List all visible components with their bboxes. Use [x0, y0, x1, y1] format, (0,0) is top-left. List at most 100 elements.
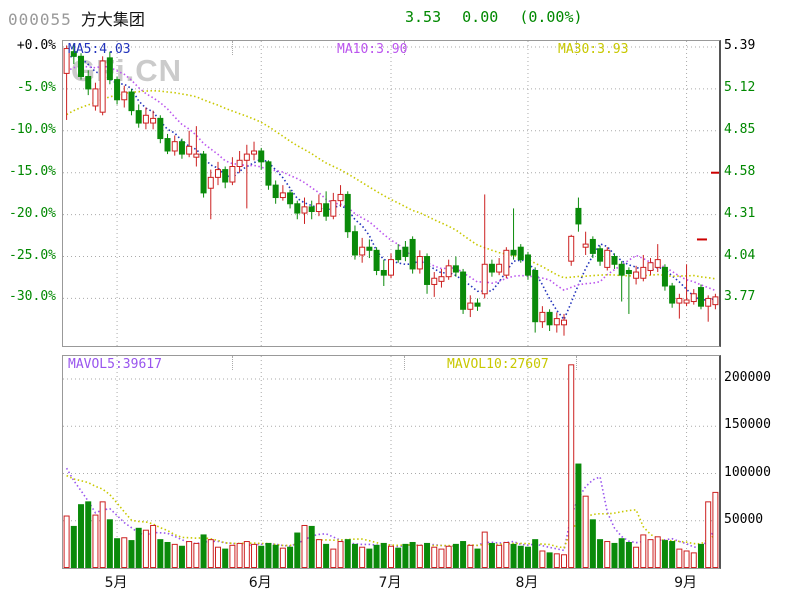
candle-body: [690, 293, 697, 303]
candle-body: [697, 287, 704, 307]
volume-bar: [272, 544, 279, 568]
candle-body: [186, 145, 193, 155]
volume-bar: [323, 543, 330, 568]
price-axis-percent-label: -25.0%: [9, 247, 56, 263]
volume-bar: [575, 463, 582, 568]
candle-body: [712, 296, 719, 306]
candle-body: [78, 55, 85, 77]
volume-bar: [366, 548, 373, 568]
volume-bar: [171, 543, 178, 568]
candle-body: [676, 297, 683, 304]
volume-bar: [78, 504, 85, 568]
volume-bar: [359, 546, 366, 568]
candle-body: [517, 246, 524, 261]
ma5-line: [66, 54, 716, 322]
candle-body: [431, 277, 438, 285]
volume-bar: [503, 541, 510, 568]
candle-body: [589, 238, 596, 254]
candle-body: [568, 235, 575, 262]
volume-bar: [445, 545, 452, 568]
price-chart-canvas[interactable]: [63, 41, 719, 346]
candle-body: [510, 249, 517, 256]
candle-body: [625, 269, 632, 275]
price-axis-percent-label: -15.0%: [9, 163, 56, 179]
volume-bar: [669, 541, 676, 568]
legend-separator: [232, 41, 233, 55]
candle-body: [344, 193, 351, 233]
volume-bar: [539, 550, 546, 568]
volume-bar: [597, 539, 604, 568]
volume-bar: [344, 539, 351, 568]
price-change: 0.00: [462, 8, 499, 26]
volume-bar: [222, 548, 229, 568]
candle-body: [553, 318, 560, 326]
volume-bar: [424, 542, 431, 568]
candle-body: [661, 266, 668, 287]
candle-body: [157, 117, 164, 140]
volume-bar: [186, 541, 193, 568]
volume-bar: [214, 546, 221, 568]
volume-axis-label: 150000: [724, 417, 771, 433]
volume-bar: [705, 501, 712, 568]
volume-bar: [416, 544, 423, 568]
candle-body: [99, 60, 106, 113]
candle-body: [279, 192, 286, 199]
candle-body: [128, 91, 135, 112]
candle-body: [301, 206, 308, 214]
candle-body: [106, 57, 113, 81]
volume-bar: [330, 548, 337, 568]
volume-chart-canvas[interactable]: [63, 356, 719, 568]
volume-bar: [337, 541, 344, 568]
candle-body: [705, 297, 712, 307]
volume-bar: [373, 544, 380, 568]
candle-body: [524, 254, 531, 276]
volume-bar: [236, 542, 243, 568]
volume-bar: [431, 546, 438, 568]
candle-body: [337, 193, 344, 202]
candle-body: [114, 79, 121, 101]
volume-pane: [62, 355, 721, 569]
volume-bar: [157, 539, 164, 568]
price-marker-dash: [696, 238, 707, 241]
ma-legend-1: MA10:3.90: [337, 42, 408, 57]
volume-bar: [697, 543, 704, 568]
volume-bar: [70, 525, 77, 568]
candle-body: [582, 243, 589, 248]
price-axis-price-label: 3.77: [724, 289, 756, 305]
volume-bar: [402, 543, 409, 568]
stock-header: 000055 方大集团: [8, 6, 145, 30]
volume-bar: [114, 538, 121, 568]
volume-bar: [589, 519, 596, 568]
volume-bar: [690, 552, 697, 568]
candle-body: [402, 246, 409, 258]
volume-axis-label: 100000: [724, 464, 771, 480]
price-change-percent: (0.00%): [519, 8, 583, 26]
candle-body: [236, 159, 243, 168]
volume-bar: [287, 546, 294, 568]
stock-code: 000055: [8, 10, 72, 29]
candle-body: [171, 141, 178, 152]
volume-bar: [481, 531, 488, 568]
candle-body: [452, 265, 459, 273]
quote-summary: 3.53 0.00 (0.00%): [405, 8, 595, 26]
candle-body: [669, 285, 676, 304]
candle-body: [539, 311, 546, 323]
candle-body: [366, 246, 373, 251]
x-axis-month-label: 5月: [104, 575, 128, 591]
ma-legend-0: MA5:4.03: [68, 42, 131, 57]
candle-body: [416, 256, 423, 270]
volume-bar: [452, 543, 459, 568]
candle-body: [395, 249, 402, 261]
volume-bar: [265, 542, 272, 568]
volume-bar: [92, 514, 99, 568]
candle-body: [330, 200, 337, 217]
candle-body: [85, 75, 92, 90]
volume-axis-label: 50000: [724, 511, 764, 527]
candle-body: [597, 248, 604, 262]
candle-body: [654, 259, 661, 268]
volume-bar: [467, 544, 474, 568]
last-price: 3.53: [405, 8, 442, 26]
ma30-line: [66, 89, 716, 280]
volume-bar: [683, 550, 690, 568]
candle-body: [200, 153, 207, 194]
